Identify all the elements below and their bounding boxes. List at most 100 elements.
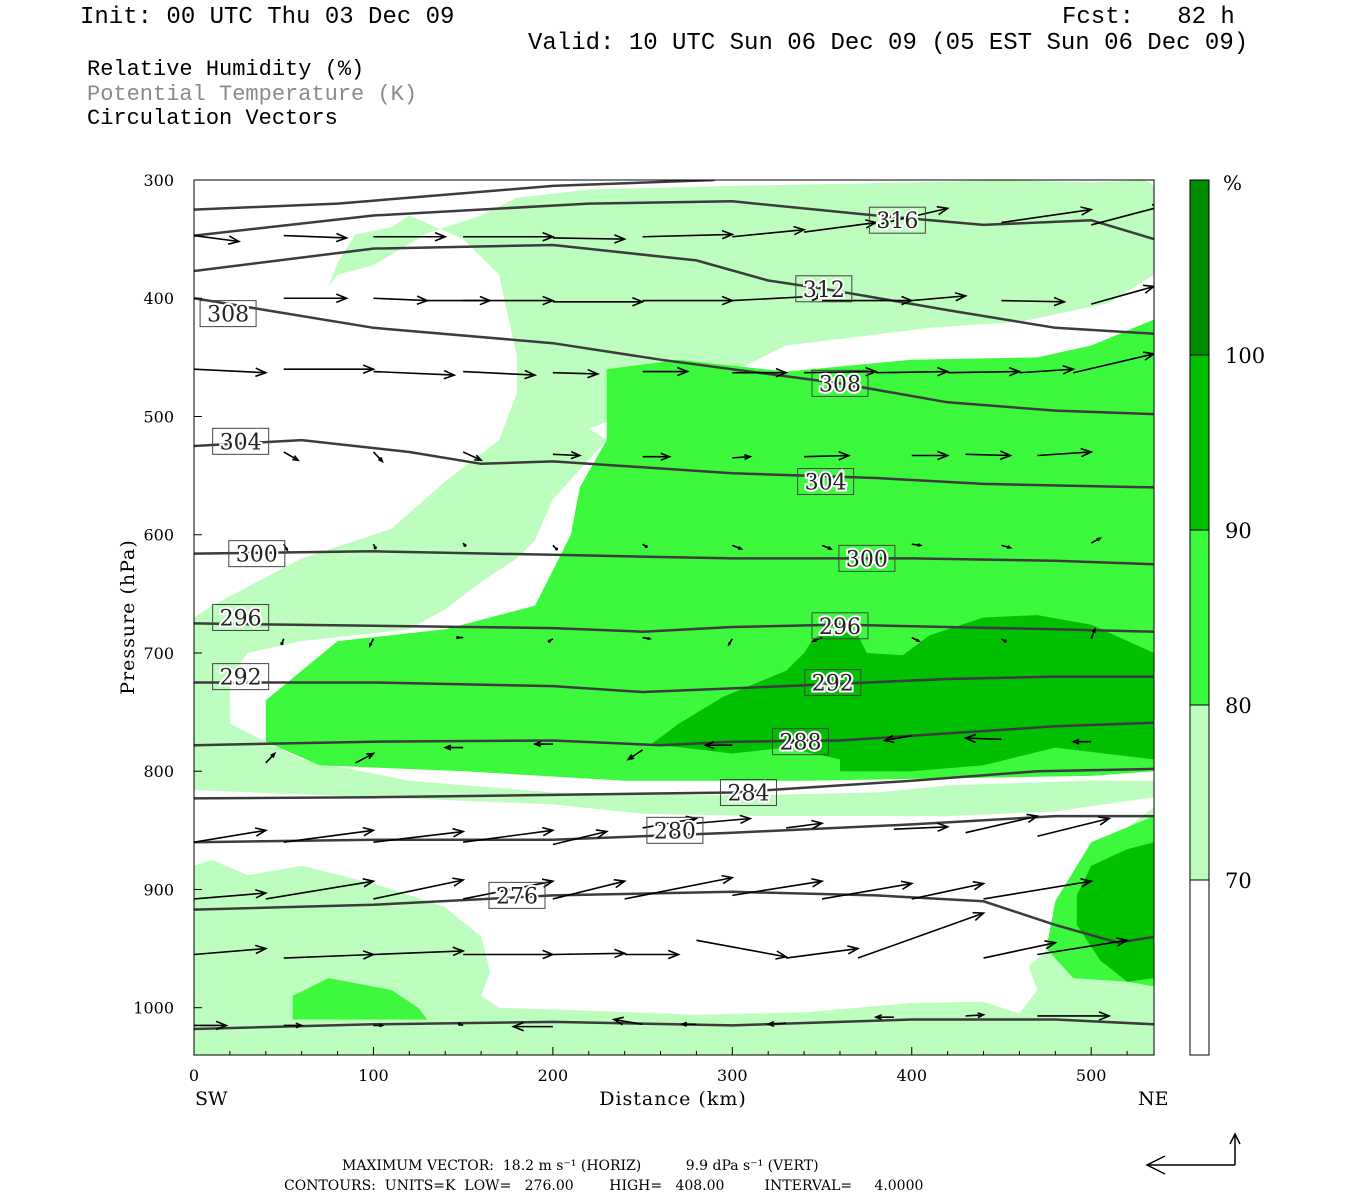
circulation-vector (857, 911, 986, 959)
contour-label-288: 288 (772, 728, 830, 758)
vector-head (827, 546, 834, 550)
colorbar-level-label: 70 (1225, 869, 1252, 893)
vector-head (737, 546, 744, 550)
circulation-vector (1090, 284, 1154, 305)
theta-contour-288 (194, 721, 1154, 747)
circulation-vector (821, 544, 834, 550)
rh-region-90 (1076, 842, 1154, 982)
vector-head (362, 878, 376, 888)
x-tick-label: 500 (1076, 1066, 1107, 1085)
vector-head (368, 643, 373, 648)
vector-shaft (875, 207, 948, 226)
contour-label-text: 308 (207, 303, 249, 328)
vector-head (999, 450, 1013, 461)
circulation-vector (552, 296, 645, 307)
plot-frame (193, 179, 1155, 1056)
vector-head (524, 369, 538, 380)
circulation-vector (727, 638, 734, 647)
vector-head (443, 744, 452, 751)
contour-label-296-left: 296 (212, 604, 270, 634)
circulation-vector (1073, 351, 1154, 374)
theta-contour-296 (194, 622, 1154, 633)
contour-label-box (228, 540, 286, 568)
contour-label-text: 308 (819, 372, 861, 397)
circulation-vector (283, 293, 349, 304)
circulation-vector (875, 205, 950, 226)
vector-head (1007, 545, 1013, 549)
vector-shaft (786, 738, 805, 743)
vector-head (511, 1021, 524, 1032)
contour-label-box (868, 206, 926, 234)
circulation-vector (373, 231, 448, 242)
vector-shaft (463, 370, 535, 376)
theta-contour-unlabeled (194, 180, 715, 211)
vector-head (644, 544, 648, 549)
theta-contours (194, 180, 1154, 1031)
vector-head (362, 364, 376, 375)
circulation-vector (624, 874, 735, 900)
contour-label-text: 284 (727, 782, 769, 807)
vector-shaft (768, 1022, 787, 1026)
vector-head (963, 733, 977, 744)
vector-shaft (462, 451, 482, 461)
vector-head (917, 543, 923, 547)
vector-head (542, 231, 556, 242)
colorbar-segment (1189, 704, 1210, 881)
x-tick-label: 300 (717, 1066, 748, 1085)
circulation-vector (965, 450, 1013, 461)
vector-shaft (732, 455, 751, 459)
rh-shading (194, 180, 1154, 1055)
vector-head (254, 827, 268, 837)
circulation-vector (1001, 206, 1094, 224)
rh-region-80 (292, 978, 428, 1020)
circulation-vector (642, 229, 735, 240)
vector-shaft (642, 233, 733, 238)
contour-label-text: 276 (496, 884, 538, 909)
vector-shaft (983, 941, 1056, 959)
circulation-vector (642, 543, 648, 549)
circulation-vector (911, 450, 950, 461)
circulation-vector (456, 636, 464, 640)
circulation-vector (462, 542, 467, 547)
vector-shaft (373, 950, 464, 956)
vector-head (936, 822, 950, 833)
vector-shaft (552, 952, 625, 956)
contour-label-304: 304 (797, 468, 855, 498)
vector-head (284, 547, 289, 552)
y-axis-label: Pressure (hPa) (117, 539, 139, 695)
vector-shaft (265, 880, 374, 900)
vector-head (474, 454, 484, 462)
vector-head (1116, 937, 1130, 947)
vector-head (434, 231, 448, 242)
theta-contour-284 (194, 767, 1154, 800)
vector-head (660, 452, 672, 461)
vector-head (1098, 816, 1112, 826)
vector-head (614, 948, 627, 959)
contour-label-text: 280 (654, 819, 696, 844)
reference-vector-icon (1145, 1132, 1241, 1175)
vector-shaft (194, 892, 266, 900)
circulation-vector (283, 451, 300, 462)
circulation-vector (552, 878, 627, 900)
vector-shaft (283, 234, 347, 239)
vector-head (542, 826, 556, 837)
circulation-vector (1001, 544, 1013, 549)
contour-label-276: 276 (488, 881, 546, 911)
vector-head (295, 1022, 304, 1029)
circulation-vector (194, 944, 268, 956)
vector-head (611, 1016, 625, 1026)
colorbar-level-label: 80 (1225, 694, 1252, 718)
vector-shaft (194, 368, 266, 374)
vector-shaft (821, 882, 912, 900)
contour-label-text: 300 (236, 543, 278, 568)
circulation-vector (732, 544, 744, 550)
contour-label-300: 300 (838, 544, 896, 574)
vector-shaft (1001, 299, 1065, 303)
vector-head (452, 946, 466, 957)
vector-shaft (283, 829, 374, 843)
vector-shaft (857, 912, 984, 959)
circulation-vector (911, 291, 968, 302)
vector-head (900, 880, 914, 890)
circulation-vector (1071, 738, 1092, 745)
